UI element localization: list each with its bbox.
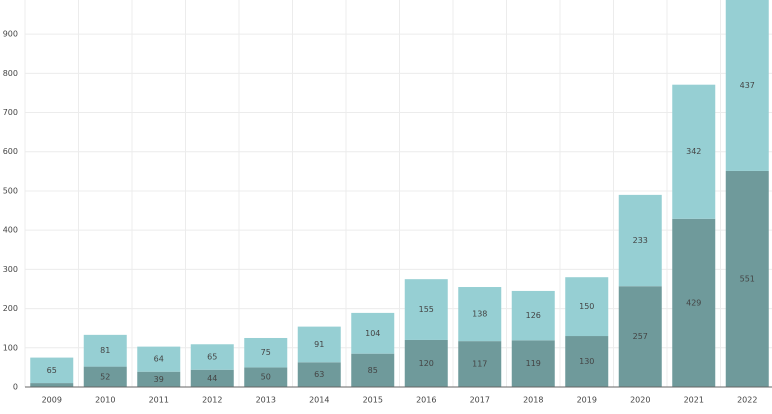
bar-segment <box>137 371 181 387</box>
value-label: 150 <box>579 302 594 311</box>
value-label: 65 <box>207 353 217 362</box>
value-label: 551 <box>740 274 755 283</box>
value-label: 342 <box>686 147 701 156</box>
y-tick-label: 500 <box>3 186 18 195</box>
value-label: 85 <box>368 366 378 375</box>
y-tick-label: 300 <box>3 265 18 274</box>
x-tick-label: 2011 <box>149 396 169 405</box>
bar-segment <box>672 84 716 219</box>
x-tick-label: 2015 <box>363 396 383 405</box>
bar-segment <box>565 336 609 387</box>
y-tick-label: 400 <box>3 226 18 235</box>
bar-segment <box>458 287 502 342</box>
bar-segment <box>30 357 74 384</box>
value-label: 120 <box>419 359 434 368</box>
bar-segment <box>244 337 288 368</box>
x-tick-label: 2014 <box>309 396 329 405</box>
value-label: 81 <box>100 346 110 355</box>
bar-segment <box>351 353 395 387</box>
bar-segment <box>404 339 448 387</box>
value-label: 75 <box>261 348 271 357</box>
bar-segment <box>565 277 609 337</box>
x-tick-label: 2018 <box>523 396 543 405</box>
x-tick-label: 2016 <box>416 396 436 405</box>
x-tick-label: 2021 <box>684 396 704 405</box>
x-tick-label: 2019 <box>577 396 597 405</box>
x-tick-label: 2022 <box>737 396 757 405</box>
value-label: 429 <box>686 298 701 307</box>
bar-segment <box>725 170 769 387</box>
y-tick-label: 200 <box>3 304 18 313</box>
x-tick-label: 2017 <box>470 396 490 405</box>
x-tick-label: 2009 <box>42 396 62 405</box>
value-label: 104 <box>365 329 380 338</box>
value-label: 63 <box>314 370 324 379</box>
bar-segment <box>190 344 234 370</box>
y-tick-label: 700 <box>3 108 18 117</box>
value-label: 138 <box>472 310 487 319</box>
bar-segment <box>297 362 341 387</box>
bar-segment <box>83 366 127 387</box>
value-label: 50 <box>261 373 271 382</box>
value-label: 65 <box>47 366 57 375</box>
y-tick-label: 800 <box>3 69 18 78</box>
bar-segment <box>404 279 448 340</box>
bar-segment <box>725 0 769 171</box>
y-tick-label: 100 <box>3 343 18 352</box>
value-label: 52 <box>100 372 110 381</box>
bar-segment <box>190 369 234 387</box>
bar-segment <box>297 326 341 363</box>
x-tick-label: 2013 <box>256 396 276 405</box>
value-label: 126 <box>526 311 541 320</box>
bar-segment <box>511 340 555 387</box>
value-label: 437 <box>740 81 755 90</box>
value-label: 130 <box>579 357 594 366</box>
y-tick-label: 600 <box>3 147 18 156</box>
y-tick-label: 900 <box>3 30 18 39</box>
x-tick-label: 2020 <box>630 396 650 405</box>
value-label: 39 <box>154 375 164 384</box>
bar-segment <box>30 383 74 387</box>
value-label: 233 <box>633 236 648 245</box>
bar-segment <box>511 290 555 341</box>
value-label: 64 <box>154 355 164 364</box>
bar-segment <box>458 341 502 387</box>
value-label: 155 <box>419 305 434 314</box>
x-tick-label: 2012 <box>202 396 222 405</box>
value-label: 117 <box>472 360 487 369</box>
y-tick-label: 0 <box>13 383 18 392</box>
x-tick-label: 2010 <box>95 396 115 405</box>
bar-segment <box>618 286 662 387</box>
value-label: 257 <box>633 332 648 341</box>
bar-segment <box>244 367 288 387</box>
bar-segment <box>83 334 127 367</box>
bar-segment <box>618 194 662 287</box>
bar-segment <box>672 218 716 387</box>
value-label: 119 <box>526 359 541 368</box>
bar-segment <box>351 312 395 354</box>
value-label: 91 <box>314 340 324 349</box>
bar-segment <box>137 346 181 372</box>
value-label: 44 <box>207 374 217 383</box>
